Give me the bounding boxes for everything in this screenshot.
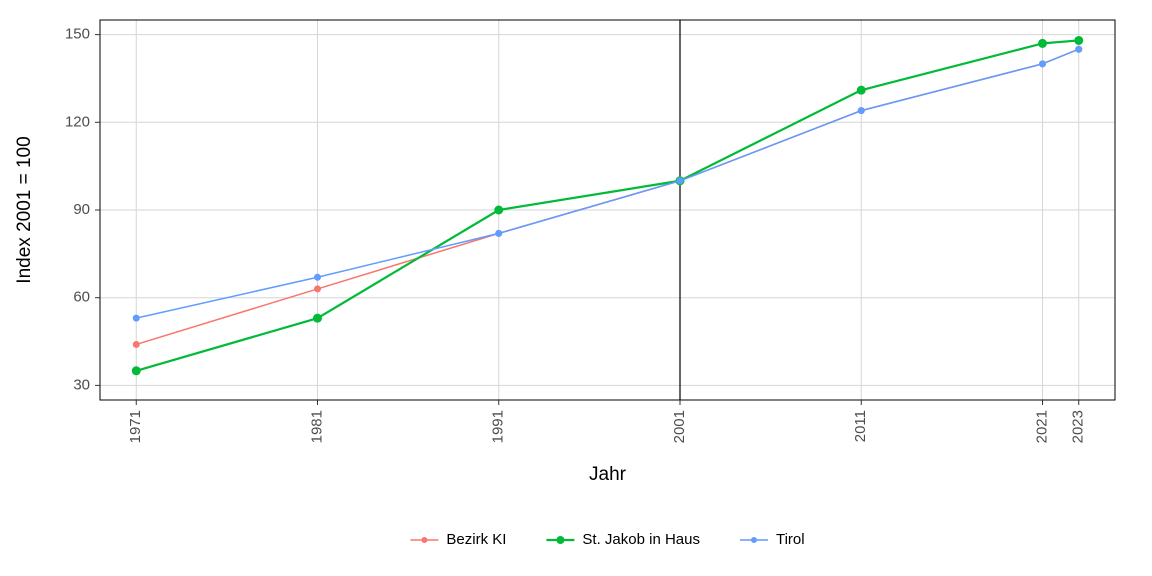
series-point: [133, 341, 139, 347]
series-point: [496, 230, 502, 236]
chart-container: 30 60 90 120 150 1971 1981 1991 2001 2011 2021 2023…: [0, 0, 1152, 576]
x-tick-label: 2023: [1070, 410, 1087, 443]
y-tick-label: 60: [73, 289, 90, 306]
legend-label: Bezirk KI: [446, 531, 506, 548]
series-point: [1040, 61, 1046, 67]
y-tick-label: 120: [65, 113, 90, 130]
series-point: [1075, 36, 1083, 44]
series-point: [315, 274, 321, 280]
x-axis-title: Jahr: [589, 464, 627, 485]
y-tick-label: 30: [73, 376, 90, 393]
y-axis-title: Index 2001 = 100: [14, 136, 35, 283]
x-tick-label: 1991: [490, 410, 507, 443]
legend-label: St. Jakob in Haus: [582, 531, 700, 548]
legend-marker: [751, 537, 757, 543]
series-point: [677, 178, 683, 184]
legend-marker: [556, 536, 564, 544]
series-point: [315, 286, 321, 292]
line-chart: 30 60 90 120 150 1971 1981 1991 2001 2011 2021 2023…: [0, 0, 1152, 576]
series-point: [857, 86, 865, 94]
series-point: [1039, 39, 1047, 47]
series-point: [1076, 46, 1082, 52]
series-point: [133, 315, 139, 321]
series-point: [495, 206, 503, 214]
x-tick-label: 2011: [852, 410, 869, 442]
series-point: [858, 108, 864, 114]
x-tick-label: 1971: [127, 410, 144, 443]
x-tick-label: 1981: [308, 410, 325, 443]
legend-label: Tirol: [776, 531, 805, 548]
series-point: [132, 367, 140, 375]
legend-marker: [421, 537, 427, 543]
y-tick-label: 150: [65, 26, 90, 43]
series-point: [314, 314, 322, 322]
x-tick-label: 2021: [1033, 410, 1050, 443]
x-tick-label: 2001: [671, 410, 688, 443]
y-tick-label: 90: [73, 201, 90, 218]
